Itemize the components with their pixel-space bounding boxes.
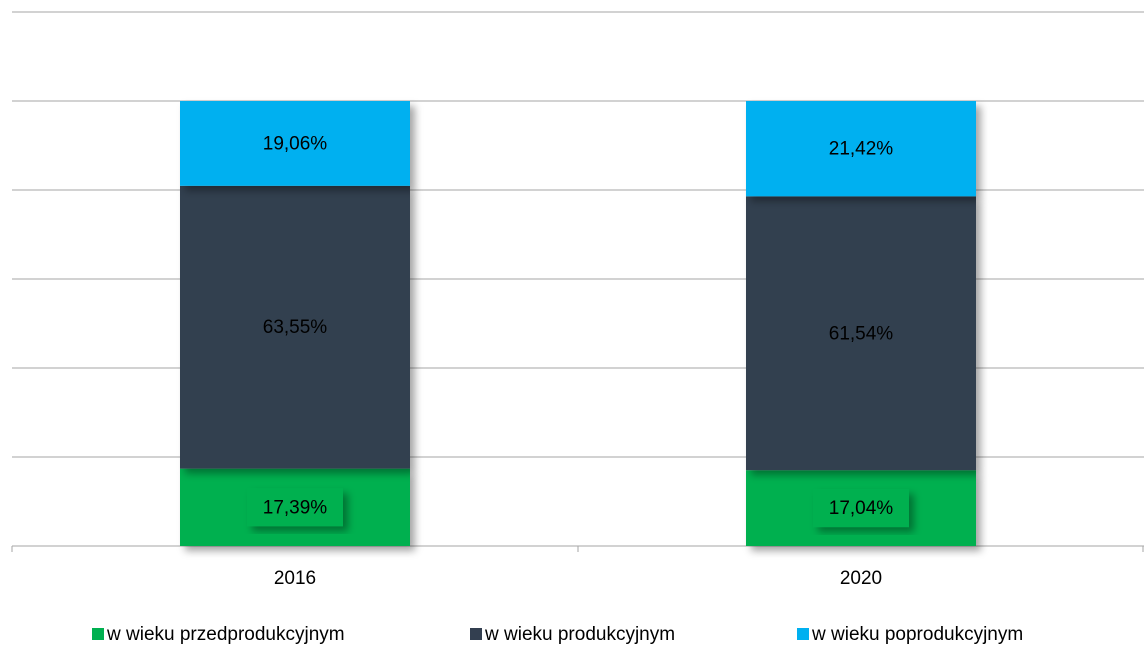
data-label: 17,04%	[829, 498, 894, 519]
data-label: 19,06%	[263, 133, 328, 154]
bar-segment	[180, 185, 410, 469]
data-label: 63,55%	[263, 317, 328, 338]
x-tick-label: 2020	[840, 568, 882, 589]
data-label: 17,39%	[263, 497, 328, 518]
bars	[180, 101, 976, 546]
legend-label: w wieku przedprodukcyjnym	[106, 624, 345, 645]
bar-segment	[180, 101, 410, 186]
labels: 2016 17,39% 63,55% 19,06% 2020 17,04% 61,54% 21…	[247, 133, 909, 589]
data-label-box	[813, 489, 909, 528]
bar-segment	[746, 196, 976, 471]
data-label: 61,54%	[829, 323, 894, 344]
legend-marker	[470, 628, 482, 640]
data-label-box	[247, 488, 343, 527]
legend-label: w wieku poprodukcyjnym	[811, 624, 1023, 645]
legend-marker	[92, 628, 104, 640]
legend-label: w wieku produkcyjnym	[484, 624, 675, 645]
data-label: 21,42%	[829, 139, 894, 160]
legend-marker	[797, 628, 809, 640]
bar-segment	[746, 101, 976, 197]
x-tick-label: 2016	[274, 568, 316, 589]
